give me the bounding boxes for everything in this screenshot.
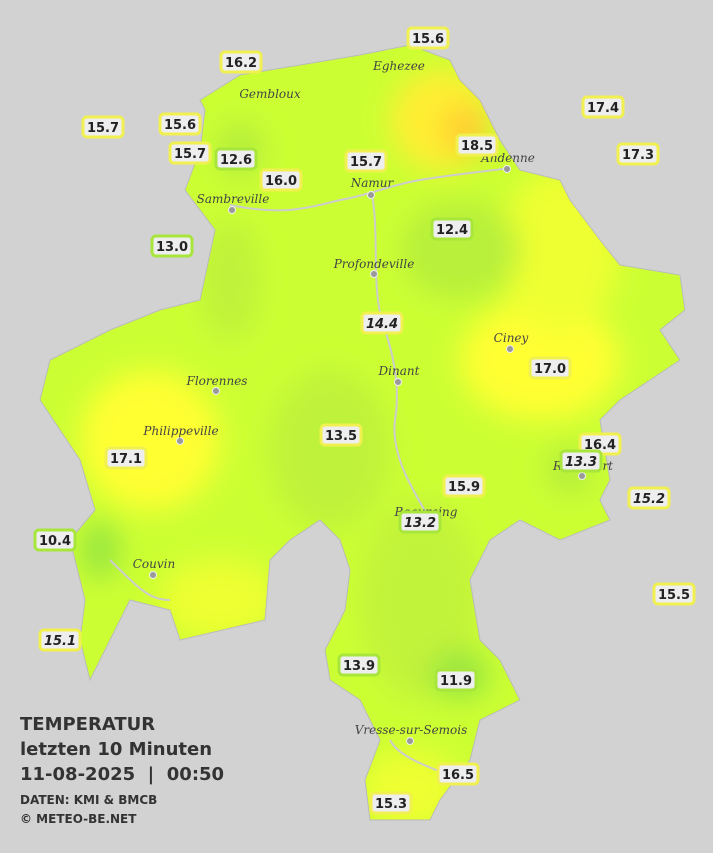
city-label: Ciney [494,331,529,345]
station-box [158,112,202,136]
station-box [455,133,499,157]
station-temperature: 10.4 [39,534,71,549]
station-temperature: 13.3 [565,455,597,470]
station-box [406,26,450,50]
station-box [436,762,480,786]
station-temperature: 17.3 [622,148,654,163]
city-label: Couvin [133,557,175,571]
city-dot [506,345,514,353]
station-temperature: 14.4 [366,317,398,332]
station-temperature: 12.4 [436,223,468,238]
station-temperature: 15.5 [658,588,690,603]
station-temperature: 13.9 [343,659,375,674]
city-dot [370,270,378,278]
station-box [33,528,77,552]
station-box [528,356,572,380]
station-temperature: 15.3 [375,797,407,812]
stations: 15.6 16.2 17.4 15.7 15.6 18.5 15.7 12.6 15.7 17.3… [33,26,696,815]
station-box [616,142,660,166]
station-box [430,217,474,241]
river [371,194,431,521]
station-temperature: 15.1 [44,634,76,649]
river [229,167,511,212]
station-box [337,653,381,677]
station-box [581,95,625,119]
station-box [652,582,696,606]
city-dot [503,165,511,173]
station-box [219,50,263,74]
station-box [81,115,125,139]
legend-credit: © METEO-BE.NET [20,812,137,826]
city-dot [367,191,375,199]
city-dot [228,206,236,214]
station-temperature: 15.6 [412,32,444,47]
station-temperature: 15.2 [633,492,665,507]
station-box [398,510,442,534]
station-box [442,474,486,498]
station-temperature: 17.4 [587,101,619,116]
station-box [214,147,258,171]
city-dot [149,571,157,579]
station-temperature: 15.7 [350,155,382,170]
legend: TEMPERATUR letzten 10 Minuten 11-08-2025… [20,714,224,826]
city-label: Profondeville [333,257,415,271]
station-temperature: 16.2 [225,56,257,71]
city-label: Sambreville [197,192,270,206]
station-temperature: 13.0 [156,240,188,255]
legend-title: TEMPERATUR [20,714,155,735]
city-label: Dinant [378,364,420,378]
legend-datetime: 11-08-2025 | 00:50 [20,764,224,785]
station-temperature: 17.1 [110,452,142,467]
city-dot [406,737,414,745]
station-temperature: 16.4 [584,438,616,453]
station-box [104,446,148,470]
city-dot [394,378,402,386]
station-box [319,423,363,447]
station-temperature: 15.9 [448,480,480,495]
station-temperature: 15.7 [174,147,206,162]
city-label: Namur [350,176,395,190]
station-temperature: 16.5 [442,768,474,783]
city-label: Philippeville [142,424,218,438]
station-box [434,668,478,692]
station-temperature: 16.0 [265,174,297,189]
station-temperature: 15.6 [164,118,196,133]
station-box [150,234,194,258]
legend-source: DATEN: KMI & BMCB [20,793,157,807]
legend-period: letzten 10 Minuten [20,739,212,760]
station-temperature: 12.6 [220,153,252,168]
city-label: Florennes [186,374,248,388]
station-box [627,486,671,510]
city-label: Eghezee [372,59,425,73]
city-label: Vresse-sur-Semois [355,723,468,737]
city-dot [212,387,220,395]
city-dot [176,437,184,445]
station-temperature: 17.0 [534,362,566,377]
station-box [259,168,303,192]
station-temperature: 13.2 [404,516,436,531]
station-temperature: 18.5 [461,139,493,154]
station-box [559,449,603,473]
station-box [168,141,212,165]
station-temperature: 11.9 [440,674,472,689]
city-dot [578,472,586,480]
station-box [344,149,388,173]
city-label: Gembloux [239,87,301,101]
station-box [369,791,413,815]
station-box [360,311,404,335]
station-temperature: 13.5 [325,429,357,444]
station-temperature: 15.7 [87,121,119,136]
station-box [38,628,82,652]
